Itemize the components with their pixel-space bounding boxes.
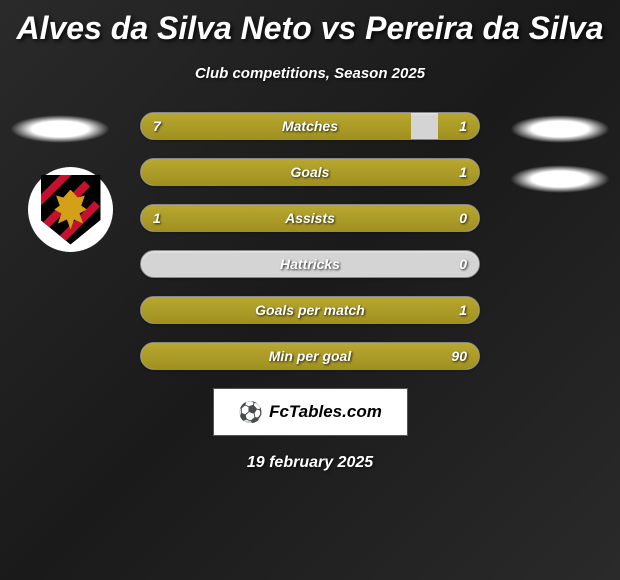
stat-value-right: 0 bbox=[459, 210, 467, 226]
stat-label: Goals per match bbox=[255, 302, 365, 318]
stat-value-right: 0 bbox=[459, 256, 467, 272]
stat-value-left: 1 bbox=[153, 210, 161, 226]
stat-bar: Goals per match 1 bbox=[140, 296, 480, 324]
stat-bar: Min per goal 90 bbox=[140, 342, 480, 370]
club-crest bbox=[28, 167, 113, 252]
stat-label: Goals bbox=[291, 164, 330, 180]
stat-bar: 7 Matches 1 bbox=[140, 112, 480, 140]
player-shadow-left bbox=[10, 115, 110, 143]
player-shadow-right-2 bbox=[510, 165, 610, 193]
stat-label: Min per goal bbox=[269, 348, 351, 364]
stat-bar: 1 Assists 0 bbox=[140, 204, 480, 232]
stat-label: Matches bbox=[282, 118, 338, 134]
stat-bar: Goals 1 bbox=[140, 158, 480, 186]
stats-bars: 7 Matches 1 Goals 1 1 Assists 0 Hattricks 0 Goals … bbox=[140, 112, 480, 370]
page-title: Alves da Silva Neto vs Pereira da Silva bbox=[0, 0, 620, 47]
stat-value-right: 1 bbox=[459, 164, 467, 180]
stat-value-right: 1 bbox=[459, 302, 467, 318]
soccer-ball-icon: ⚽ bbox=[238, 400, 263, 425]
source-label: FcTables.com bbox=[269, 402, 382, 422]
player-shadow-right-1 bbox=[510, 115, 610, 143]
footer-date: 19 february 2025 bbox=[0, 454, 620, 472]
bar-fill-left bbox=[141, 113, 411, 139]
stat-bar: Hattricks 0 bbox=[140, 250, 480, 278]
stat-value-right: 90 bbox=[451, 348, 467, 364]
stat-value-left: 7 bbox=[153, 118, 161, 134]
stat-label: Hattricks bbox=[280, 256, 340, 272]
stat-value-right: 1 bbox=[459, 118, 467, 134]
source-badge[interactable]: ⚽ FcTables.com bbox=[213, 388, 408, 436]
stat-label: Assists bbox=[285, 210, 335, 226]
subtitle: Club competitions, Season 2025 bbox=[0, 65, 620, 82]
comparison-panel: 7 Matches 1 Goals 1 1 Assists 0 Hattricks 0 Goals … bbox=[0, 112, 620, 370]
